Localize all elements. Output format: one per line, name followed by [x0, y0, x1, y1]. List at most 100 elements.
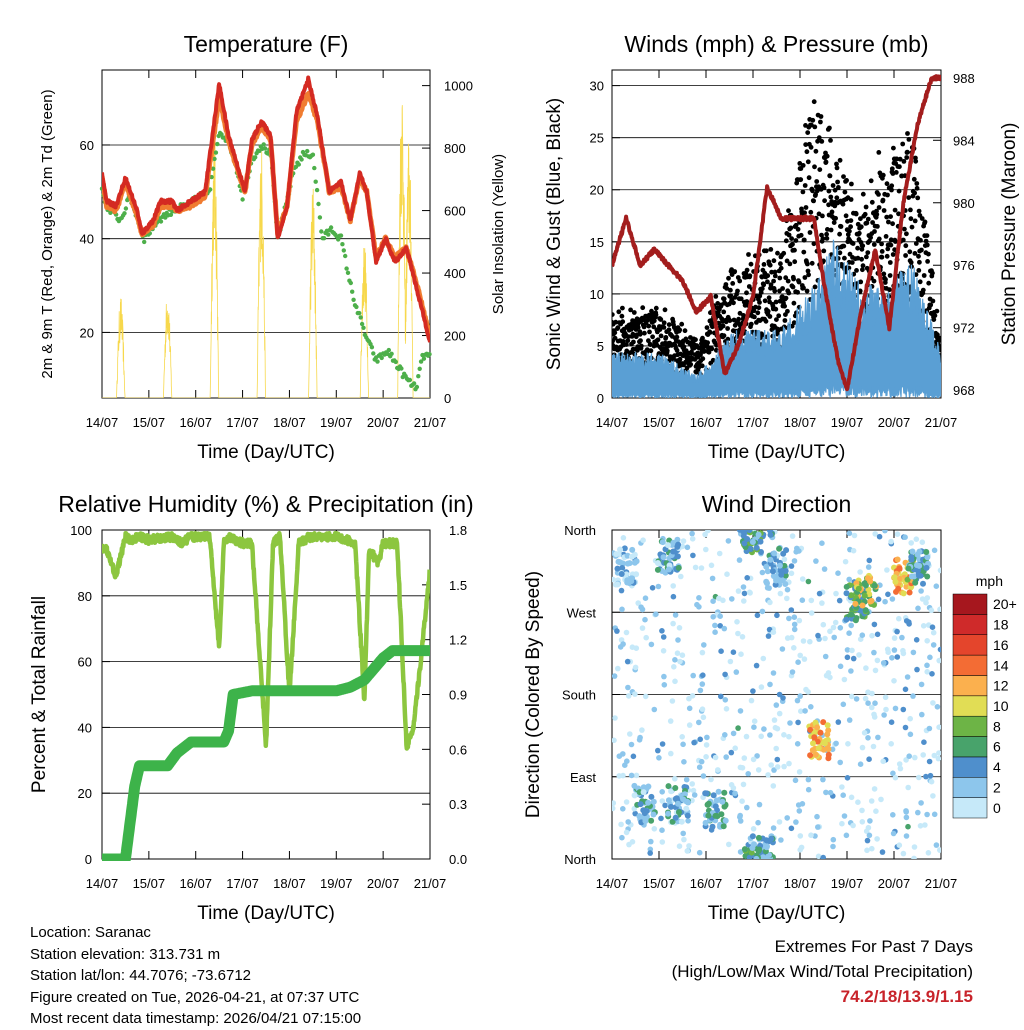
p3-xtick-label: 19/07: [320, 876, 353, 891]
p4-direction-point: [808, 704, 814, 710]
p2-gust-point: [710, 357, 716, 363]
p3-ytick-label: 100: [70, 523, 92, 538]
p4-direction-point: [936, 750, 941, 756]
p4-direction-point: [808, 610, 815, 616]
p1-dewpoint-point: [142, 239, 147, 245]
p4-direction-point: [798, 844, 805, 851]
p2-gust-point: [849, 260, 855, 265]
p4-direction-point: [846, 630, 852, 636]
p2-gust-point: [767, 262, 773, 268]
p4-direction-point: [813, 558, 819, 564]
p4-direction-point: [700, 714, 707, 721]
p4-direction-point: [677, 658, 683, 665]
p4-direction-point: [719, 798, 726, 805]
p4-direction-point: [705, 800, 712, 807]
p4-direction-point: [857, 761, 864, 767]
p2-gust-point: [793, 222, 799, 228]
p4-direction-point: [871, 582, 878, 589]
p4-direction-point: [874, 657, 881, 664]
p2-gust-point: [890, 221, 895, 227]
p1-dewpoint-point: [344, 266, 349, 271]
p4-direction-point: [799, 597, 806, 603]
p2-gust-point: [870, 220, 875, 225]
p4-direction-point: [632, 810, 638, 817]
p2-ytick-label: 5: [597, 339, 604, 354]
p4-direction-point: [686, 705, 693, 712]
p2-gust-point: [773, 306, 779, 312]
p2-ytick-label: 25: [590, 131, 604, 146]
p2-gust-point: [774, 317, 779, 322]
p4-direction-point: [900, 850, 907, 857]
p2-gust-point: [728, 293, 734, 298]
p4-direction-point: [675, 637, 681, 643]
p2-gust-point: [821, 185, 827, 191]
legend-swatch: [952, 777, 988, 798]
p2-gust-point: [795, 289, 800, 295]
p2-gust-point: [834, 195, 840, 201]
p2-gust-point: [635, 325, 641, 330]
p1-ylabel: 2m & 9m T (Red, Orange) & 2m Td (Green): [39, 89, 56, 378]
p4-direction-point: [925, 850, 932, 856]
p4-direction-point: [674, 536, 681, 543]
p4-direction-point: [726, 841, 732, 848]
p2-gust-point: [917, 279, 923, 285]
p4-direction-point: [891, 678, 897, 684]
p4-direction-point: [919, 596, 926, 602]
p2-gust-point: [783, 295, 789, 301]
p4-direction-point: [871, 621, 878, 628]
p1-dewpoint-point: [386, 347, 391, 353]
p2-gust-point: [880, 197, 886, 203]
p4-direction-point: [852, 617, 859, 624]
p2-gust-point: [709, 346, 715, 352]
p4-direction-point: [628, 772, 635, 779]
p2-gust-point: [814, 179, 820, 184]
p3-ytick-label: 20: [78, 786, 92, 801]
p4-direction-point: [861, 730, 868, 736]
p4-direction-point: [670, 620, 676, 627]
p2-gust-point: [640, 305, 646, 311]
p3-xlabel: Time (Day/UTC): [197, 903, 335, 924]
p4-direction-point: [676, 625, 683, 631]
p4-direction-point: [691, 792, 698, 798]
p2-gust-point: [637, 331, 643, 337]
p4-direction-point: [827, 789, 834, 796]
p4-direction-point: [740, 781, 747, 788]
p4-direction-point: [722, 697, 729, 703]
p4-direction-point: [746, 854, 753, 859]
station-latlon: Station lat/lon: 44.7076; -73.6712: [30, 967, 252, 984]
p4-direction-point: [675, 800, 681, 807]
p4-direction-point: [824, 722, 831, 729]
p2-gust-point: [876, 205, 882, 210]
p2-gust-point: [765, 308, 771, 314]
p4-direction-point: [875, 734, 881, 741]
p4-direction-point: [676, 809, 682, 816]
p2-gust-point: [805, 130, 811, 136]
p4-direction-point: [739, 765, 746, 771]
p2-gust-point: [789, 323, 795, 329]
p2-gust-point: [635, 347, 640, 353]
p4-direction-point: [855, 585, 862, 592]
p4-direction-point: [672, 657, 678, 663]
p4-direction-point: [896, 575, 903, 582]
p2-gust-point: [699, 363, 705, 369]
p1-dewpoint-point: [123, 206, 129, 211]
p2-gust-point: [827, 125, 832, 131]
p3-xtick-label: 16/07: [179, 876, 212, 891]
p4-direction-point: [924, 638, 930, 644]
p4-direction-point: [833, 590, 839, 597]
p4-direction-point: [674, 650, 681, 656]
p2-y2label: Station Pressure (Maroon): [999, 123, 1020, 346]
p4-direction-point: [631, 559, 638, 566]
p2-gust-point: [889, 183, 895, 189]
p4-direction-point: [791, 645, 797, 651]
p1-dewpoint-point: [215, 141, 220, 147]
p4-direction-point: [793, 819, 799, 825]
p4-direction-point: [880, 758, 886, 765]
p4-direction-point: [773, 577, 780, 584]
p2-ytick-label: 20: [590, 183, 604, 198]
p4-direction-point: [662, 802, 668, 809]
p4-direction-point: [869, 704, 875, 711]
p2-ytick-label: 30: [590, 79, 604, 94]
p2-gust-point: [706, 349, 712, 355]
p2-gust-point: [641, 324, 647, 330]
